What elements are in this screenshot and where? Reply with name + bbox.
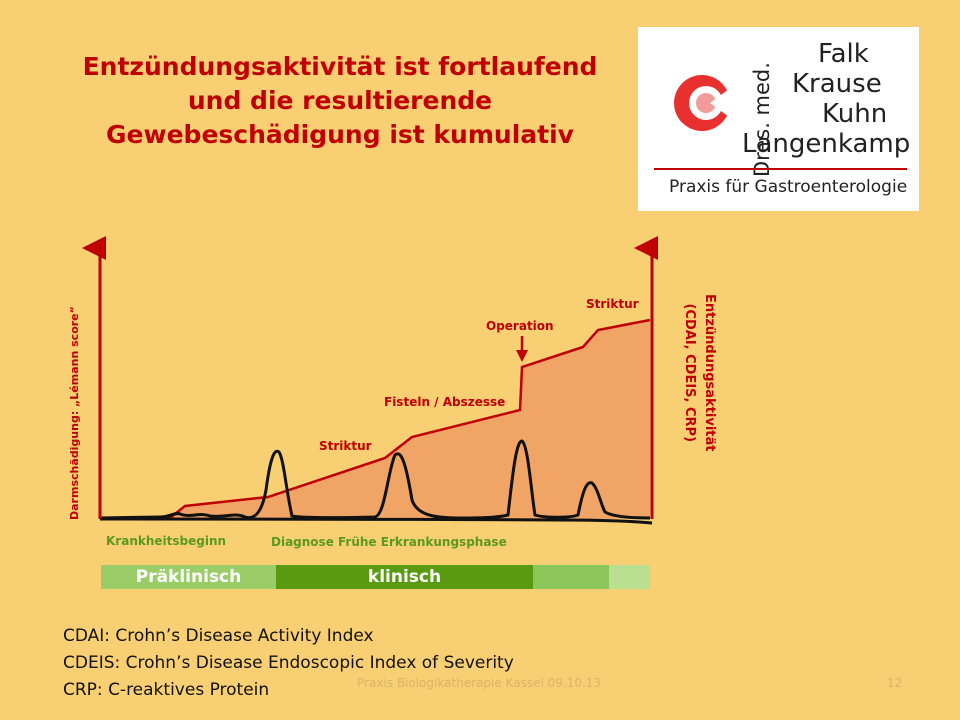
damage-line <box>99 318 651 521</box>
timeline-label-krankheitsbeginn: Krankheitsbeginn <box>106 534 227 548</box>
definition-item: CDEIS: Crohn’s Disease Endoscopic Index … <box>63 653 514 673</box>
inflammation-activity-curve <box>99 439 651 520</box>
time-axis <box>99 517 653 525</box>
definition-item: CDAI: Crohn’s Disease Activity Index <box>63 626 374 646</box>
title-line-1: Entzündungsaktivität ist fortlaufend <box>82 52 598 81</box>
phase-bar-clinical <box>276 565 533 589</box>
logo-names: Falk Krause Kuhn Langenkamp <box>742 39 910 159</box>
title-line-3: Gewebeschädigung ist kumulativ <box>106 120 574 149</box>
logo-divider <box>654 168 907 170</box>
logo-name: Falk <box>818 39 869 69</box>
event-label-operation: Operation <box>486 319 554 333</box>
slide-title: Entzündungsaktivität ist fortlaufend und… <box>60 50 620 152</box>
y-axis-label-left: Darmschädigung: „Lémann score“ <box>68 306 81 520</box>
damage-area <box>100 320 650 519</box>
y-axis-label-right: Entzündungsaktivität (CDAI, CDEIS, CRP) <box>679 294 719 452</box>
logo-mark-icon <box>674 75 740 131</box>
y-axis-label-right-line-1: Entzündungsaktivität <box>702 294 717 452</box>
phase-bar-later <box>533 565 609 589</box>
logo-name: Krause <box>792 69 882 99</box>
title-line-2: und die resultierende <box>187 86 493 115</box>
definition-item: CRP: C-reaktives Protein <box>63 680 270 700</box>
logo-name: Kuhn <box>822 99 888 129</box>
y-axis-label-right-line-2: (CDAI, CDEIS, CRP) <box>682 303 697 443</box>
operation-arrowhead <box>516 350 528 362</box>
abbreviation-definitions: CDAI: Crohn’s Disease Activity Index CDE… <box>63 623 514 704</box>
timeline-label-diagnose: Diagnose <box>271 535 334 549</box>
phase-label-preclinical: Präklinisch <box>135 567 242 587</box>
phase-bar-preclinical <box>101 565 276 589</box>
event-label-striktur-2: Striktur <box>586 297 639 311</box>
footer-text: Praxis Biologikatherapie Kassel 09.10.13 <box>357 676 602 690</box>
phase-label-clinical: klinisch <box>367 567 442 587</box>
phase-bar-late <box>609 565 650 589</box>
practice-logo: Dres. med. Falk Krause Kuhn Langenkamp P… <box>638 27 919 211</box>
event-label-fisteln: Fisteln / Abszesse <box>384 395 506 409</box>
timeline-label-fruehe-phase: Frühe Erkrankungsphase <box>338 535 507 549</box>
page-number: 12 <box>887 676 903 690</box>
event-label-striktur-1: Striktur <box>319 439 372 453</box>
logo-subtitle: Praxis für Gastroenterologie <box>669 177 908 197</box>
logo-name: Langenkamp <box>742 129 911 159</box>
